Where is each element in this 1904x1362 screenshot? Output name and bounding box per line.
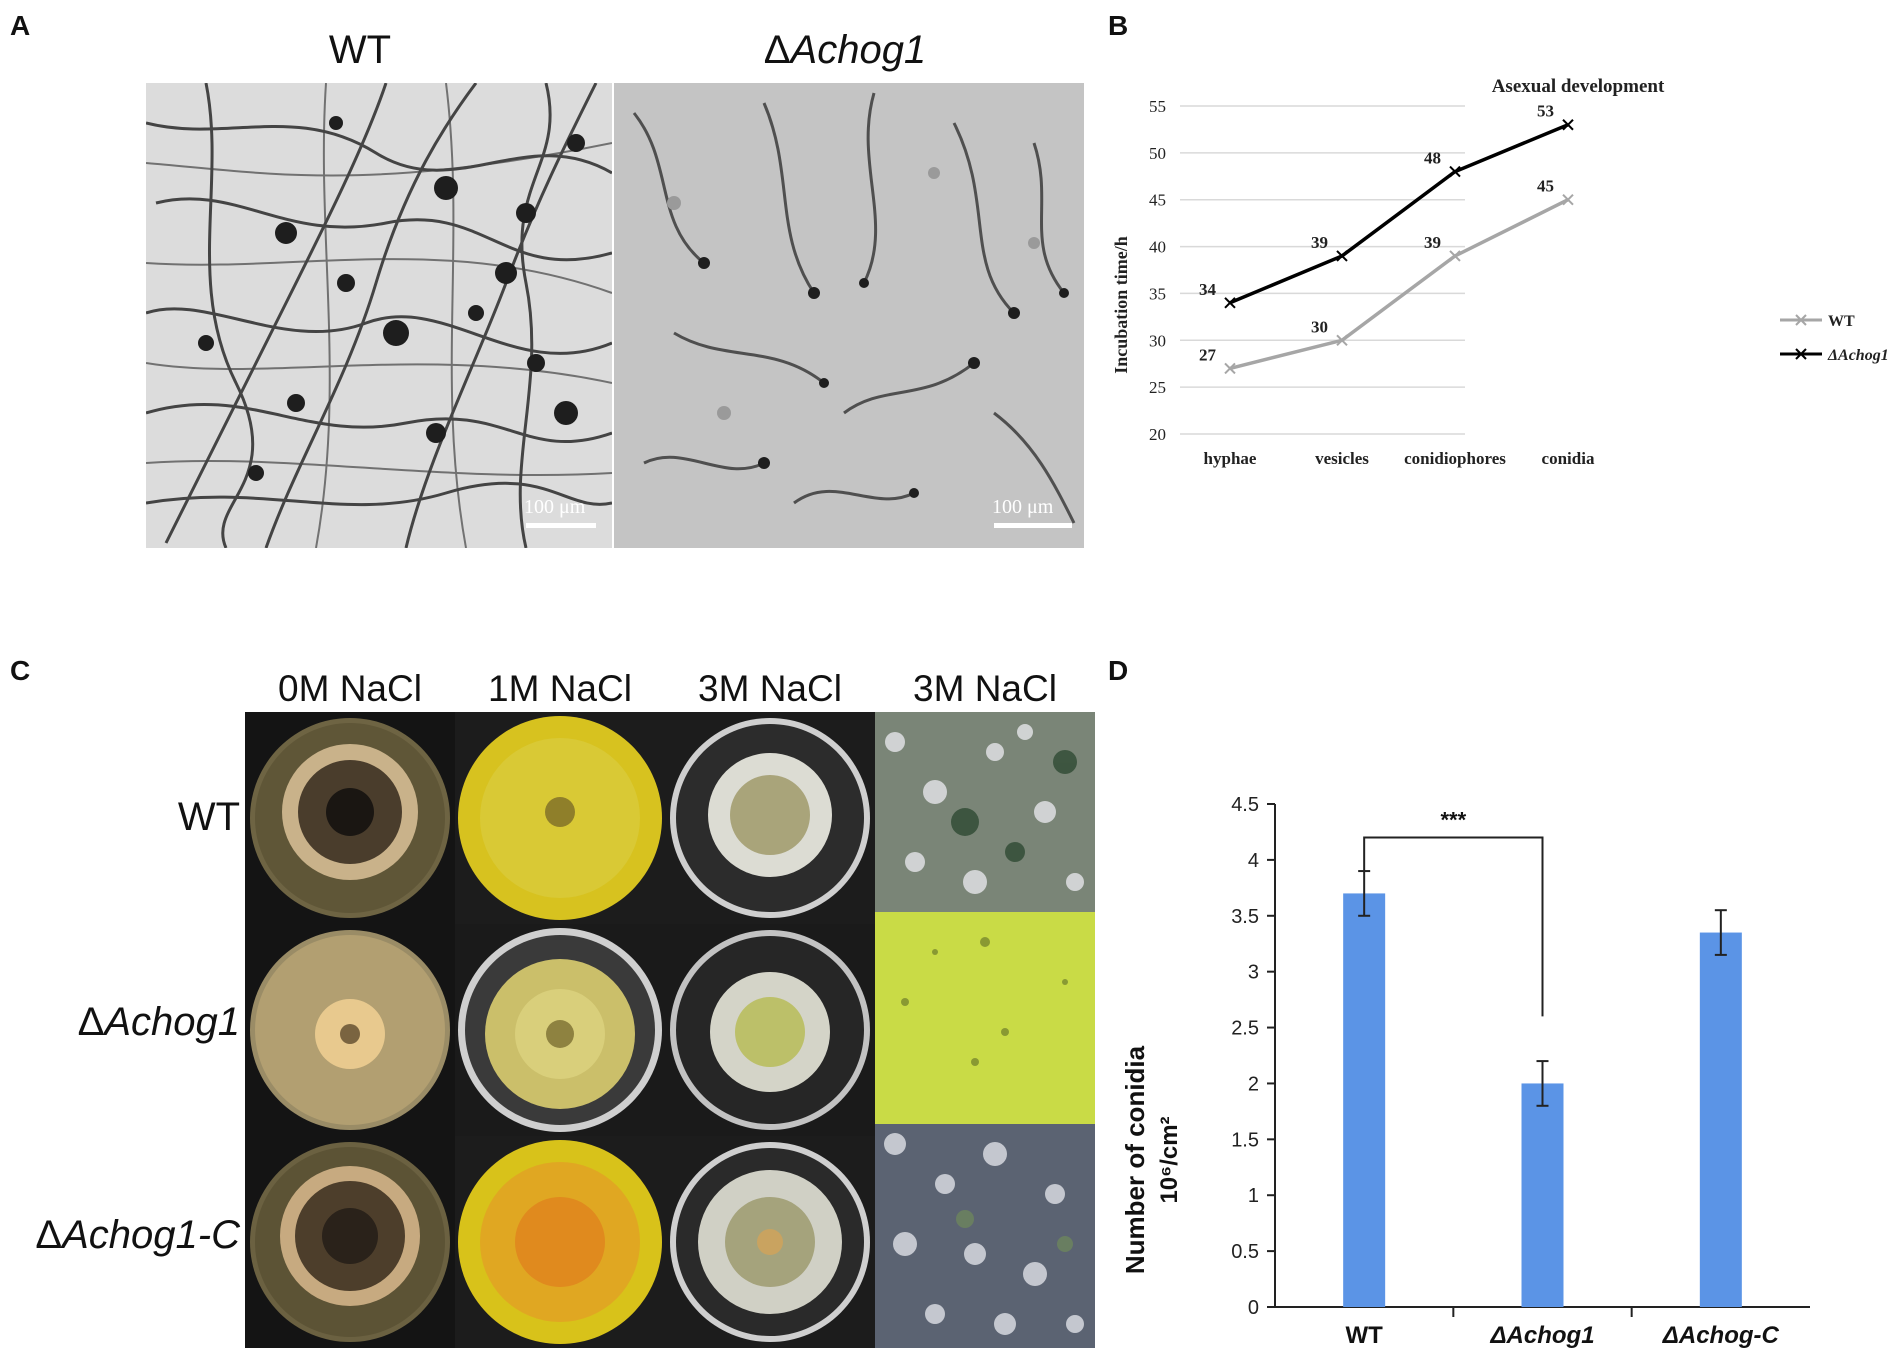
chart-b-data-label: 45 [1537, 177, 1554, 196]
chart-d-error-bar [1714, 909, 1727, 956]
chart-b-legend-label: ΔAchog1 [1827, 347, 1889, 364]
chart-d-significance-bracket [1363, 836, 1544, 1017]
nacl-column-2: 3M NaCl [698, 668, 842, 709]
chart-b-legend-item: WT [1780, 313, 1855, 330]
nacl-column-3: 3M NaCl [913, 668, 1057, 709]
panel-a-mutant-delta: Δ [763, 28, 791, 72]
plate-achog1c-1m [455, 1136, 665, 1348]
nacl-column-0: 0M NaCl [278, 668, 422, 709]
chart-d-ytick: 1 [1248, 1185, 1259, 1207]
chart-d-ytick: 0 [1248, 1297, 1259, 1319]
plate-wt-3m [665, 712, 875, 924]
chart-b-ytick: 30 [1149, 331, 1166, 350]
mutant-scale-bar [994, 523, 1072, 528]
mutant-micrograph: 100 μm [614, 83, 1084, 548]
chart-b-ytick: 25 [1149, 378, 1166, 397]
panel-label-a: A [10, 10, 31, 41]
chart-b-point [1224, 362, 1236, 375]
chart-d-ylabel-line2: 10⁶/cm² [1156, 1116, 1183, 1203]
plate-achog1-0m [245, 924, 455, 1136]
chart-d-ytick: 2 [1248, 1073, 1259, 1095]
panel-label-c: C [10, 655, 31, 686]
panel-a-wt-title: WT [328, 28, 392, 72]
conidia-count-chart: Number of conidia 10⁶/cm² 0 0.5 1 1.5 2 2.5 3 3… [1120, 794, 1810, 1349]
row-label-achog1: ΔAchog1 [77, 1000, 240, 1044]
wt-scale-bar [526, 523, 596, 528]
micro-achog1c-3m [875, 1124, 1095, 1348]
wt-hyphae-drawing [146, 83, 612, 548]
chart-b-legend-item: ΔAchog1 [1780, 347, 1889, 364]
nacl-column-1: 1M NaCl [488, 668, 632, 709]
chart-b-data-label: 27 [1199, 345, 1217, 364]
plate-achog1c-0m [245, 1136, 455, 1348]
chart-d-bar [1699, 932, 1742, 1307]
chart-b-point [1562, 194, 1574, 206]
chart-d-ytick: 2.5 [1231, 1018, 1259, 1040]
chart-d-ytick: 3 [1248, 962, 1259, 984]
chart-b-ylabel: Incubation time/h [1111, 236, 1131, 374]
chart-b-point [1449, 165, 1461, 178]
chart-b-xtick: hyphae [1204, 449, 1257, 468]
mutant-hyphae-drawing [614, 83, 1084, 548]
chart-b-series-line [1229, 123, 1569, 305]
chart-d-significance-label: *** [1440, 808, 1466, 833]
chart-b-data-label: 30 [1311, 317, 1328, 336]
panel-a-mutant-name: Achog1 [790, 28, 927, 72]
chart-d-xtick: ΔAchog1 [1489, 1322, 1594, 1349]
chart-d-bar [1343, 893, 1386, 1307]
chart-b-title: Asexual development [1492, 76, 1665, 97]
chart-b-xtick: conidia [1542, 449, 1595, 468]
chart-b-ytick: 45 [1149, 191, 1166, 210]
plate-wt-1m [455, 712, 665, 924]
mutant-scale-label: 100 μm [992, 496, 1054, 518]
row-label-achog1-c: ΔAchog1-C [35, 1213, 240, 1257]
chart-b-ytick: 20 [1149, 425, 1166, 444]
chart-d-ytick: 0.5 [1231, 1241, 1259, 1263]
chart-b-point [1449, 250, 1461, 262]
row-label-wt: WT [177, 795, 240, 839]
chart-b-point [1336, 250, 1348, 262]
chart-d-ylabel-line1: Number of conidia [1120, 1045, 1150, 1274]
chart-b-ytick: 35 [1149, 284, 1166, 303]
chart-b-ytick: 50 [1149, 144, 1166, 163]
wt-micrograph: 100 μm [146, 83, 612, 548]
wt-scale-label: 100 μm [524, 496, 586, 518]
panel-a-mutant-title: ΔAchog1 [610, 28, 1080, 73]
chart-d-error-bar [1536, 1060, 1549, 1107]
chart-b-point [1224, 297, 1236, 309]
chart-b-data-label: 53 [1537, 102, 1554, 121]
chart-d-xtick: WT [1346, 1322, 1384, 1349]
chart-b-data-label: 39 [1424, 233, 1441, 252]
chart-b-legend-label: WT [1828, 313, 1855, 330]
chart-d-ytick: 1.5 [1231, 1129, 1259, 1151]
chart-d-bar [1521, 1083, 1564, 1307]
panel-label-d: D [1108, 655, 1129, 686]
plate-achog1c-3m [665, 1136, 875, 1348]
chart-b-series-line [1229, 198, 1569, 371]
chart-b-point [1562, 119, 1574, 131]
micro-achog1-3m [875, 912, 1095, 1124]
chart-b-ytick: 55 [1149, 97, 1166, 116]
chart-b-data-label: 48 [1424, 149, 1441, 168]
chart-b-ytick: 40 [1149, 238, 1166, 257]
chart-d-ytick: 4.5 [1231, 794, 1259, 816]
chart-b-point [1336, 334, 1348, 346]
chart-b-xtick: vesicles [1315, 449, 1369, 468]
chart-b-data-label: 34 [1199, 280, 1217, 299]
chart-d-ytick: 4 [1248, 850, 1259, 872]
chart-b-data-label: 39 [1311, 233, 1328, 252]
asexual-development-chart: Asexual development Incubation time/h 20… [1111, 76, 1889, 468]
panel-label-b: B [1108, 10, 1129, 41]
chart-d-ytick: 3.5 [1231, 906, 1259, 928]
plate-achog1-1m [455, 924, 665, 1136]
chart-d-xtick: ΔAchog-C [1662, 1322, 1780, 1349]
plate-wt-0m [245, 712, 455, 924]
plate-achog1-3m [665, 924, 875, 1136]
chart-b-xtick: conidiophores [1404, 449, 1506, 468]
micro-wt-3m [875, 712, 1095, 912]
